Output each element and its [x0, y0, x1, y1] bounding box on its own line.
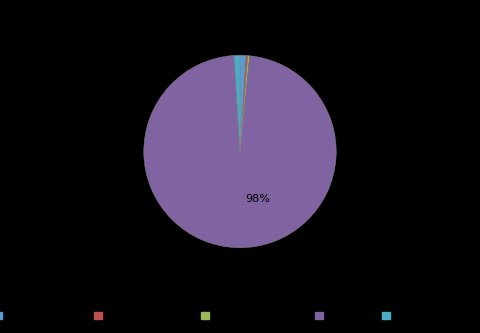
Wedge shape — [240, 56, 250, 152]
Text: 98%: 98% — [245, 194, 270, 204]
Wedge shape — [234, 55, 240, 152]
Wedge shape — [240, 56, 248, 152]
Legend: Wages & Salaries, Employee Benefits, Operating Expenses, Safety Net, Grants & Su: Wages & Salaries, Employee Benefits, Ope… — [0, 307, 480, 325]
Wedge shape — [240, 55, 246, 152]
Wedge shape — [144, 56, 336, 248]
